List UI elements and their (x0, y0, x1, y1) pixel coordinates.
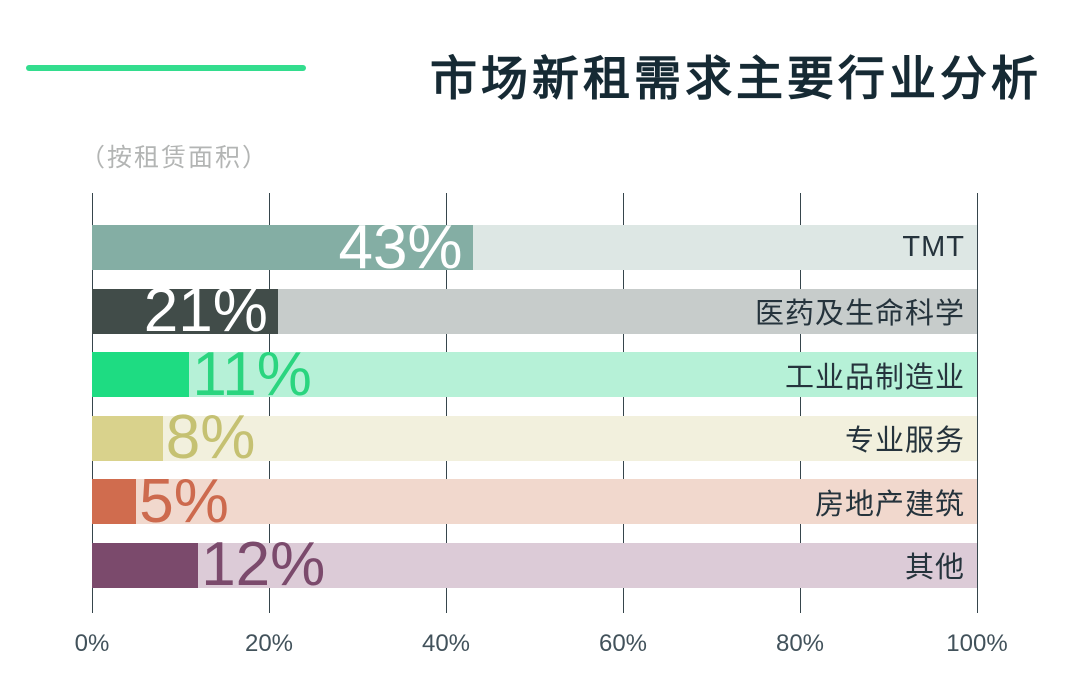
bar-row: 其他 12% (92, 534, 977, 596)
gridline-80 (800, 193, 801, 613)
gridline-60 (623, 193, 624, 613)
gridline-20 (269, 193, 270, 613)
bar-category-label: 专业服务 (844, 425, 965, 457)
bar-track: 房地产建筑 (92, 479, 977, 524)
x-axis: 0% 20% 40% 60% 80% 100% (75, 630, 1008, 670)
bar-value-label: 12% (201, 530, 326, 599)
plot-area: TMT 43% 医药及生命科学 21% 工业品制造业 11% 专业服务 8% 房地产建筑 5% 其他… (92, 193, 978, 613)
x-axis-tick-label: 60% (598, 630, 648, 657)
bar-category-label: 工业品制造业 (784, 361, 965, 394)
gridline-0 (92, 193, 93, 613)
x-axis-tick-label: 0% (74, 630, 110, 657)
bar-track: 工业品制造业 (92, 352, 977, 397)
bar-row: TMT 43% (92, 216, 977, 278)
bar-category-label: 医药及生命科学 (754, 298, 965, 330)
bar-row: 医药及生命科学 21% (92, 280, 977, 342)
bar-value-label: 21% (143, 276, 268, 345)
bar-row: 房地产建筑 5% (92, 470, 977, 532)
accent-line (26, 65, 306, 71)
bar-category-label: 房地产建筑 (814, 488, 965, 521)
bar-track: 专业服务 (92, 415, 977, 461)
gridline-40 (446, 193, 447, 613)
bar-fill (92, 352, 190, 397)
bar-category-label: 其他 (904, 552, 965, 584)
bar-fill (92, 479, 137, 524)
bar-row: 专业服务 8% (92, 407, 977, 469)
x-axis-tick-label: 80% (775, 630, 825, 657)
chart-subtitle: （按租赁面积） (80, 144, 270, 172)
x-axis-tick-label: 100% (946, 630, 1008, 657)
bar-fill (92, 415, 163, 461)
gridline-100 (977, 193, 978, 613)
bar-fill (92, 288, 278, 334)
bar-category-label: TMT (902, 231, 965, 263)
x-axis-tick-label: 40% (421, 630, 471, 657)
bar-row: 工业品制造业 11% (92, 343, 977, 405)
bar-value-label: 5% (139, 466, 229, 536)
bar-fill (92, 225, 473, 270)
bar-fill (92, 542, 199, 588)
x-axis-tick-label: 20% (244, 630, 294, 657)
bar-track: 其他 (92, 542, 977, 588)
chart-title: 市场新租需求主要行业分析 (430, 52, 1042, 105)
bar-value-label: 43% (338, 212, 463, 282)
bar-value-label: 11% (192, 339, 312, 409)
bar-value-label: 8% (165, 403, 256, 472)
